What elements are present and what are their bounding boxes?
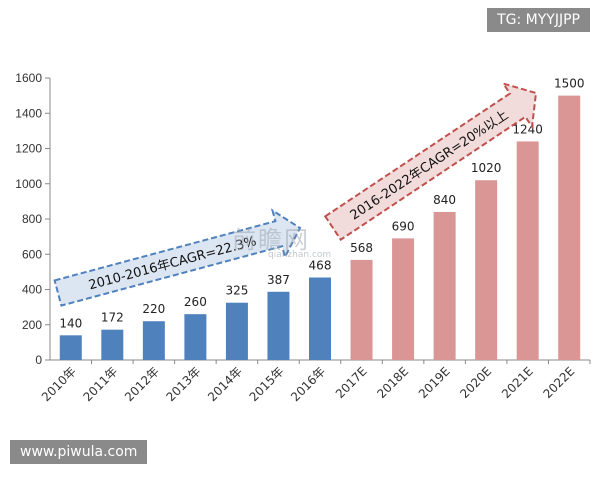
y-tick-label: 200 — [22, 318, 42, 332]
bar — [309, 277, 331, 360]
y-tick-label: 0 — [35, 353, 42, 367]
y-tick-label: 1000 — [15, 177, 42, 191]
x-tick-label: 2017E — [333, 364, 370, 401]
center-watermark-sub: qianzhan.com — [268, 250, 332, 260]
bar-value-label: 387 — [267, 273, 290, 287]
y-tick-label: 400 — [22, 283, 42, 297]
bar — [267, 291, 290, 360]
center-watermark: 前瞻网 — [232, 226, 310, 254]
x-tick-label: 2020E — [457, 364, 494, 401]
bar — [142, 321, 165, 360]
bar — [392, 238, 415, 360]
bars — [59, 95, 581, 360]
cagr-arrow-shape — [323, 81, 538, 242]
x-tick-label: 2010年 — [39, 364, 79, 404]
x-tick-label: 2022E — [540, 364, 577, 401]
watermark-top-right: TG: MYYJJPP — [487, 8, 590, 32]
x-tick-label: 2011年 — [80, 364, 120, 404]
x-tick-label: 2016年 — [288, 364, 328, 404]
x-tick-label: 2014年 — [205, 364, 245, 404]
bar-value-label: 172 — [101, 311, 124, 325]
bar — [184, 314, 207, 360]
y-tick-label: 800 — [22, 212, 42, 226]
x-tick-labels: 2010年 2011年 2012年 2013年 2014年 2015年 2016年 2017E… — [39, 364, 577, 404]
x-tick-label: 2021E — [499, 364, 536, 401]
x-tick-label: 2012年 — [122, 364, 162, 404]
bar-value-label: 140 — [59, 316, 82, 330]
value-labels: 140 172 220 260 325 387 468 568 690 840 1020 1240 15… — [59, 77, 584, 331]
bar — [225, 302, 248, 360]
x-tick-label: 2018E — [374, 364, 411, 401]
bar-value-label: 260 — [184, 295, 207, 309]
bar-value-label: 1020 — [471, 161, 502, 175]
bar-value-label: 1240 — [512, 122, 543, 136]
y-tick-label: 1200 — [15, 142, 42, 156]
bar — [101, 329, 124, 360]
bar-value-label: 468 — [309, 259, 332, 273]
watermark-bottom-left: www.piwula.com — [10, 440, 148, 464]
bar-value-label: 568 — [350, 241, 373, 255]
x-tick-label: 2019E — [416, 364, 453, 401]
bar-value-label: 840 — [433, 193, 456, 207]
cagr-arrow-shape — [53, 208, 302, 307]
y-tick-label: 1400 — [15, 106, 42, 120]
bar — [350, 259, 373, 360]
y-tick-label: 600 — [22, 247, 42, 261]
x-tick-label: 2015年 — [247, 364, 287, 404]
bar-value-label: 220 — [142, 302, 165, 316]
bar — [516, 141, 539, 360]
bar-value-label: 690 — [392, 219, 415, 233]
bar-value-label: 1500 — [554, 77, 585, 91]
bar — [558, 95, 581, 360]
bar — [433, 211, 456, 360]
x-tick-label: 2013年 — [164, 364, 204, 404]
bar — [475, 180, 498, 360]
axes: 0 200 400 600 800 1000 1200 1400 1600 — [15, 71, 591, 367]
bar-value-label: 325 — [225, 284, 248, 298]
y-tick-label: 1600 — [15, 71, 42, 85]
bar — [59, 335, 82, 360]
